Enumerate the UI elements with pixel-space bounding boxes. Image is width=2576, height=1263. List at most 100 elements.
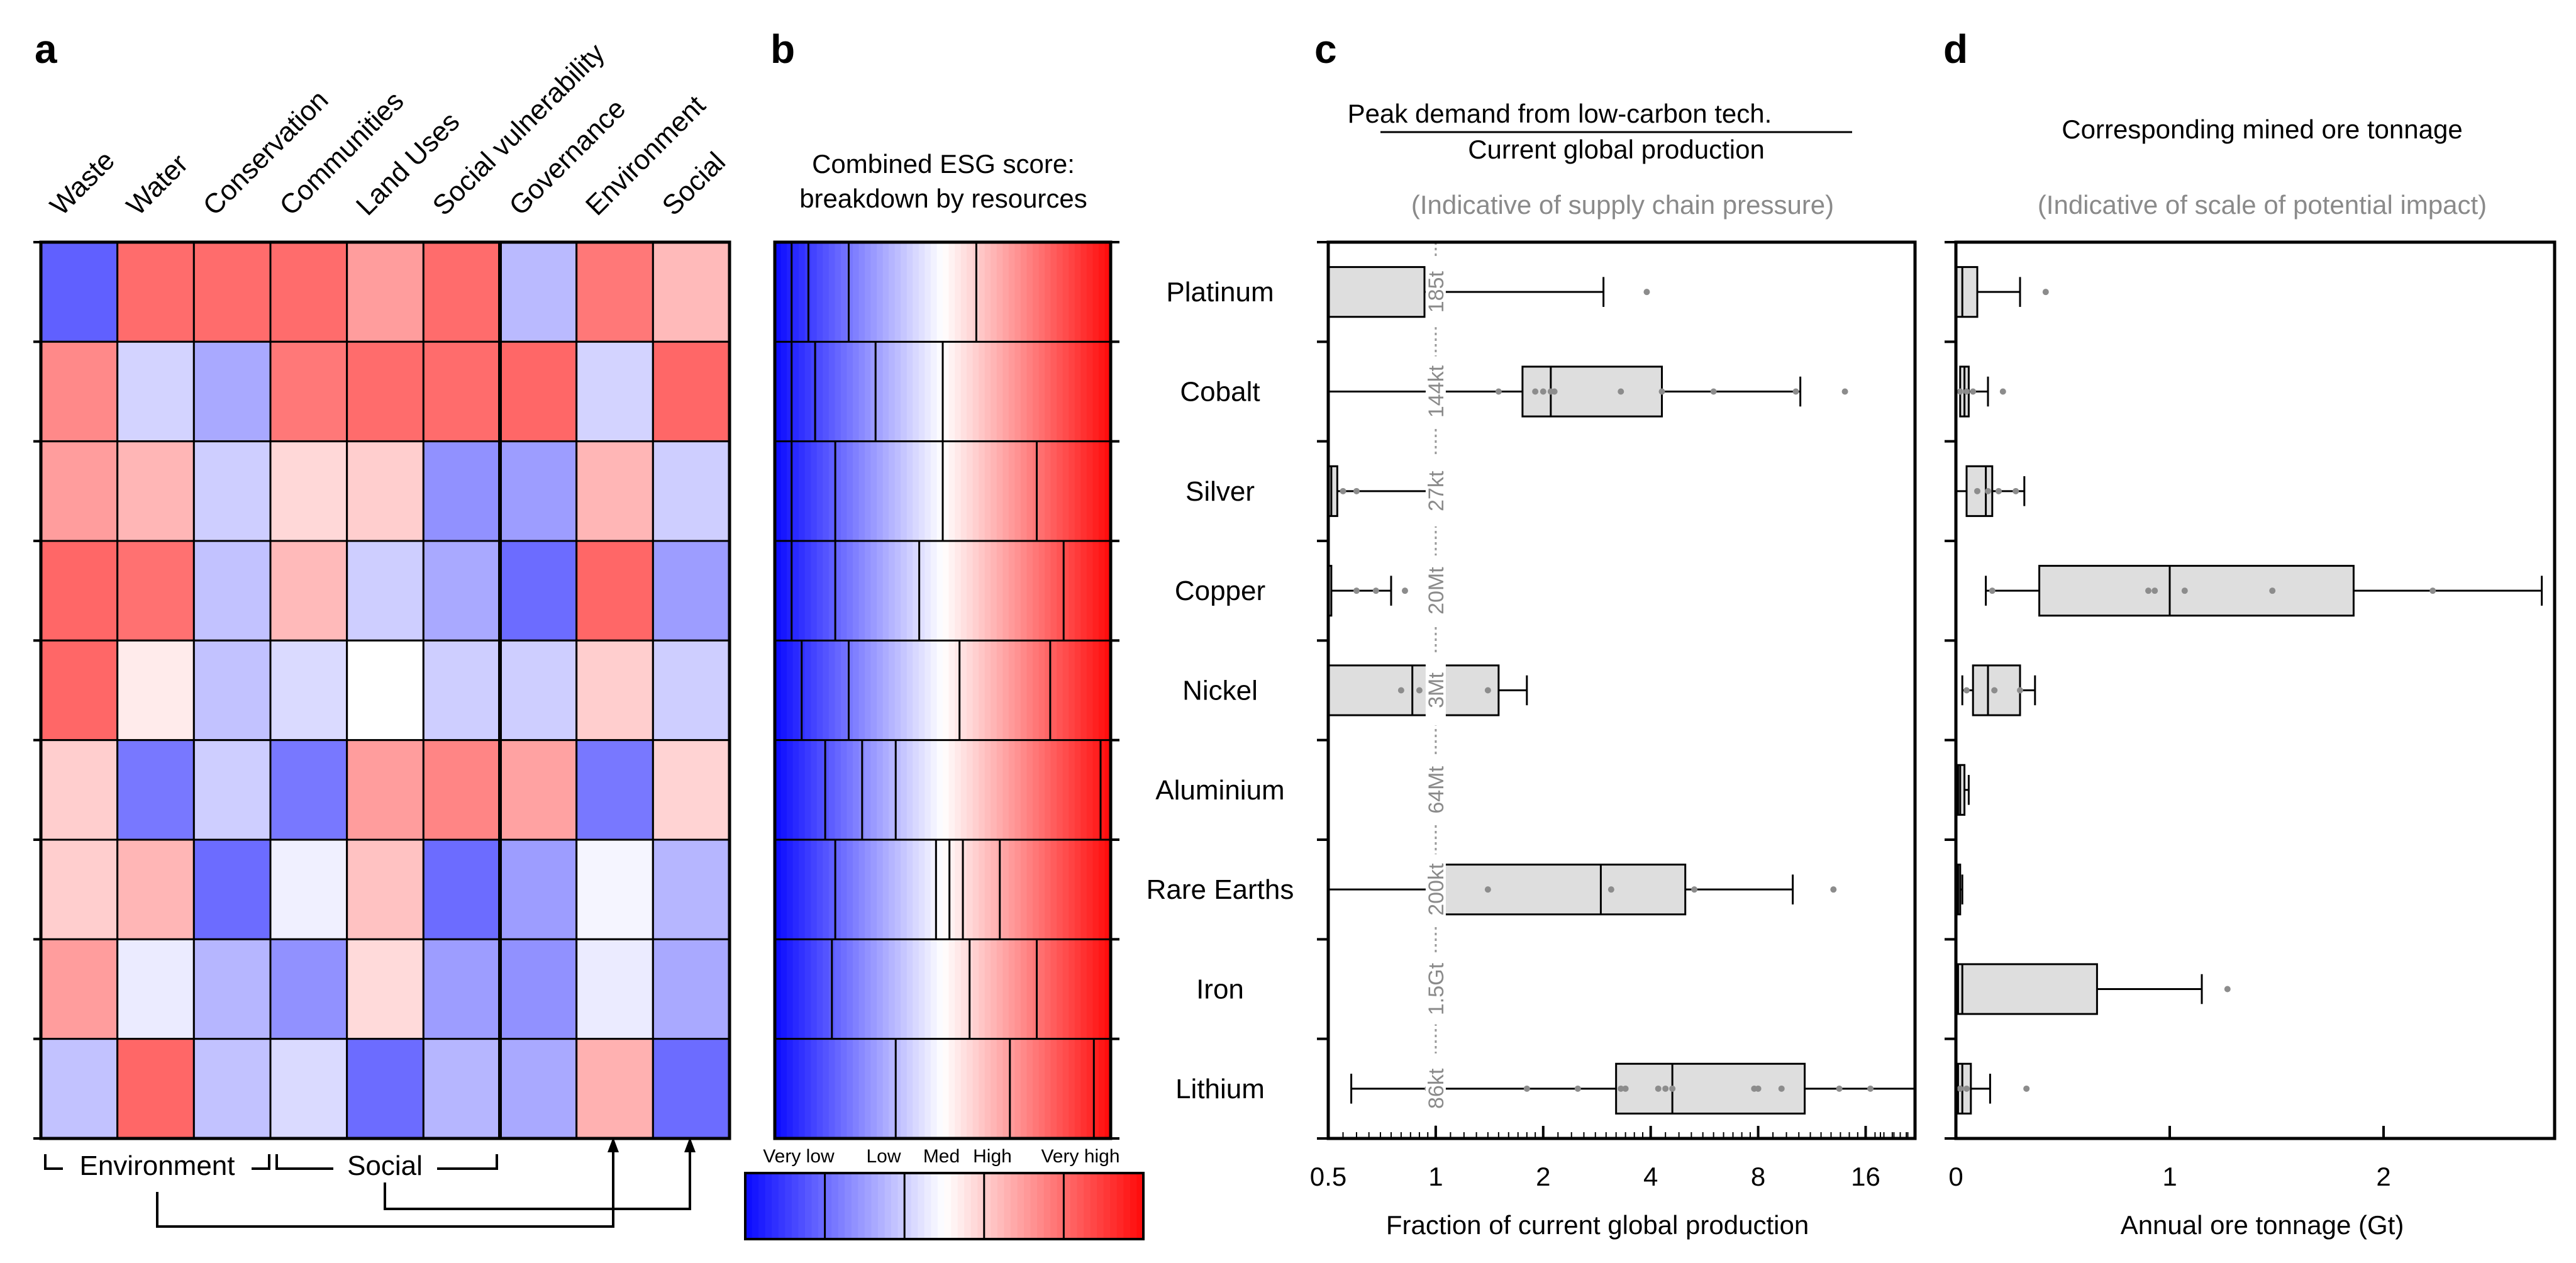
- heatmap-b-gradient-strip: [984, 939, 992, 1039]
- heatmap-b-gradient-strip: [792, 840, 799, 940]
- reference-label-bg: [1425, 655, 1446, 726]
- heatmap-a-cell: [652, 938, 731, 1040]
- heatmap-a-cell: [652, 340, 731, 443]
- heatmap-b-gradient-strip: [943, 342, 950, 442]
- colorbar-swatch: [891, 1173, 899, 1239]
- heatmap-b-gradient-strip: [1057, 441, 1063, 541]
- heatmap-b-gradient-strip: [835, 840, 841, 940]
- heatmap-b-gradient-strip: [877, 441, 884, 541]
- heatmap-b-gradient-strip: [972, 1038, 980, 1138]
- heatmap-b-gradient-strip: [1014, 242, 1021, 342]
- heatmap-a-cell: [499, 838, 578, 940]
- heatmap-b-gradient-strip: [1086, 840, 1094, 940]
- panel-letter-b: b: [770, 26, 795, 72]
- heatmap-b-gradient-strip: [924, 342, 931, 442]
- heatmap-b-gradient-strip: [943, 541, 950, 641]
- heatmap-a-cell: [116, 340, 195, 443]
- colorbar-swatch: [1084, 1173, 1091, 1239]
- heatmap-b-gradient-strip: [913, 1038, 919, 1138]
- heatmap-a-cell: [269, 739, 348, 841]
- heatmap-b-gradient-strip: [901, 1038, 908, 1138]
- heatmap-a-cell: [422, 838, 501, 940]
- heatmap-b-gradient-strip: [799, 342, 806, 442]
- heatmap-b-gradient-strip: [1014, 740, 1021, 840]
- data-point: [1484, 687, 1491, 694]
- heatmap-b-gradient-strip: [816, 939, 824, 1039]
- resource-label: Rare Earths: [1146, 874, 1294, 905]
- heatmap-b-gradient-strip: [918, 1038, 926, 1138]
- heatmap-b: [773, 240, 1119, 1140]
- heatmap-b-gradient-strip: [913, 840, 919, 940]
- heatmap-a-cell: [499, 739, 578, 841]
- heatmap-b-gradient-strip: [918, 840, 926, 940]
- heatmap-b-gradient-strip: [967, 740, 974, 840]
- heatmap-b-gradient-strip: [816, 740, 824, 840]
- heatmap-b-gradient-strip: [906, 1038, 914, 1138]
- heatmap-b-gradient-strip: [967, 441, 974, 541]
- colorbar-swatch: [838, 1173, 846, 1239]
- heatmap-b-gradient-strip: [889, 1038, 896, 1138]
- heatmap-b-gradient-strip: [1062, 640, 1070, 740]
- heatmap-b-gradient-strip: [852, 541, 860, 641]
- heatmap-b-gradient-strip: [889, 441, 896, 541]
- heatmap-b-gradient-strip: [787, 939, 794, 1039]
- colorbar-swatch: [858, 1173, 865, 1239]
- heatmap-b-gradient-strip: [1086, 342, 1094, 442]
- heatmap-b-gradient-strip: [889, 342, 896, 442]
- heatmap-b-gradient-strip: [775, 1038, 782, 1138]
- heatmap-b-gradient-strip: [858, 840, 865, 940]
- panel-c-xlabel: Fraction of current global production: [1386, 1210, 1809, 1240]
- colorbar-label: Very high: [1041, 1146, 1119, 1167]
- heatmap-b-gradient-strip: [1045, 740, 1052, 840]
- heatmap-b-gradient-strip: [1050, 1038, 1057, 1138]
- heatmap-b-gradient-strip: [1086, 939, 1094, 1039]
- heatmap-b-gradient-strip: [1020, 342, 1028, 442]
- heatmap-b-gradient-strip: [828, 242, 836, 342]
- heatmap-b-gradient-strip: [1062, 541, 1070, 641]
- heatmap-a-cell: [269, 838, 348, 940]
- panel-c-title-numerator: Peak demand from low-carbon tech.: [1348, 99, 1772, 128]
- heatmap-b-gradient-strip: [858, 939, 865, 1039]
- reference-label: 185t: [1424, 271, 1448, 313]
- colorbar-swatch: [984, 1173, 992, 1239]
- heatmap-b-gradient-strip: [870, 1038, 877, 1138]
- heatmap-b-gradient-strip: [870, 441, 877, 541]
- colorbar-swatch: [1070, 1173, 1078, 1239]
- heatmap-a-cell: [192, 1038, 272, 1140]
- colorbar-swatch: [851, 1173, 859, 1239]
- heatmap-b-gradient-strip: [852, 441, 860, 541]
- heatmap-b-gradient-strip: [955, 242, 962, 342]
- heatmap-b-gradient-strip: [775, 541, 782, 641]
- heatmap-b-gradient-strip: [787, 740, 794, 840]
- heatmap-b-gradient-strip: [792, 740, 799, 840]
- heatmap-b-gradient-strip: [877, 342, 884, 442]
- heatmap-b-gradient-strip: [1002, 740, 1009, 840]
- heatmap-a-cell: [575, 340, 654, 443]
- heatmap-b-gradient-strip: [1038, 242, 1045, 342]
- heatmap-a-cell: [192, 739, 272, 841]
- heatmap-b-gradient-strip: [991, 939, 997, 1039]
- heatmap-a-cell: [269, 440, 348, 542]
- heatmap-b-gradient-strip: [816, 441, 824, 541]
- heatmap-b-gradient-strip: [918, 441, 926, 541]
- heatmap-b-gradient-strip: [835, 342, 841, 442]
- heatmap-b-gradient-strip: [984, 640, 992, 740]
- heatmap-a-cell: [192, 938, 272, 1040]
- resource-label: Iron: [1196, 974, 1244, 1005]
- heatmap-b-gradient-strip: [943, 242, 950, 342]
- heatmap-a-cell: [422, 540, 501, 642]
- heatmap-a-cell: [116, 838, 195, 940]
- heatmap-b-gradient-strip: [1026, 342, 1033, 442]
- heatmap-b-gradient-strip: [967, 242, 974, 342]
- heatmap-b-gradient-strip: [823, 939, 830, 1039]
- heatmap-a-cell: [192, 241, 272, 343]
- heatmap-a-cell: [422, 440, 501, 542]
- heatmap-b-gradient-strip: [894, 640, 902, 740]
- data-point: [1622, 1085, 1629, 1092]
- heatmap-b-gradient-strip: [1050, 939, 1057, 1039]
- heatmap-b-gradient-strip: [1008, 939, 1016, 1039]
- heatmap-b-gradient-strip: [984, 740, 992, 840]
- heatmap-b-gradient-strip: [835, 242, 841, 342]
- data-point: [1669, 1085, 1676, 1092]
- heatmap-b-gradient-strip: [811, 242, 818, 342]
